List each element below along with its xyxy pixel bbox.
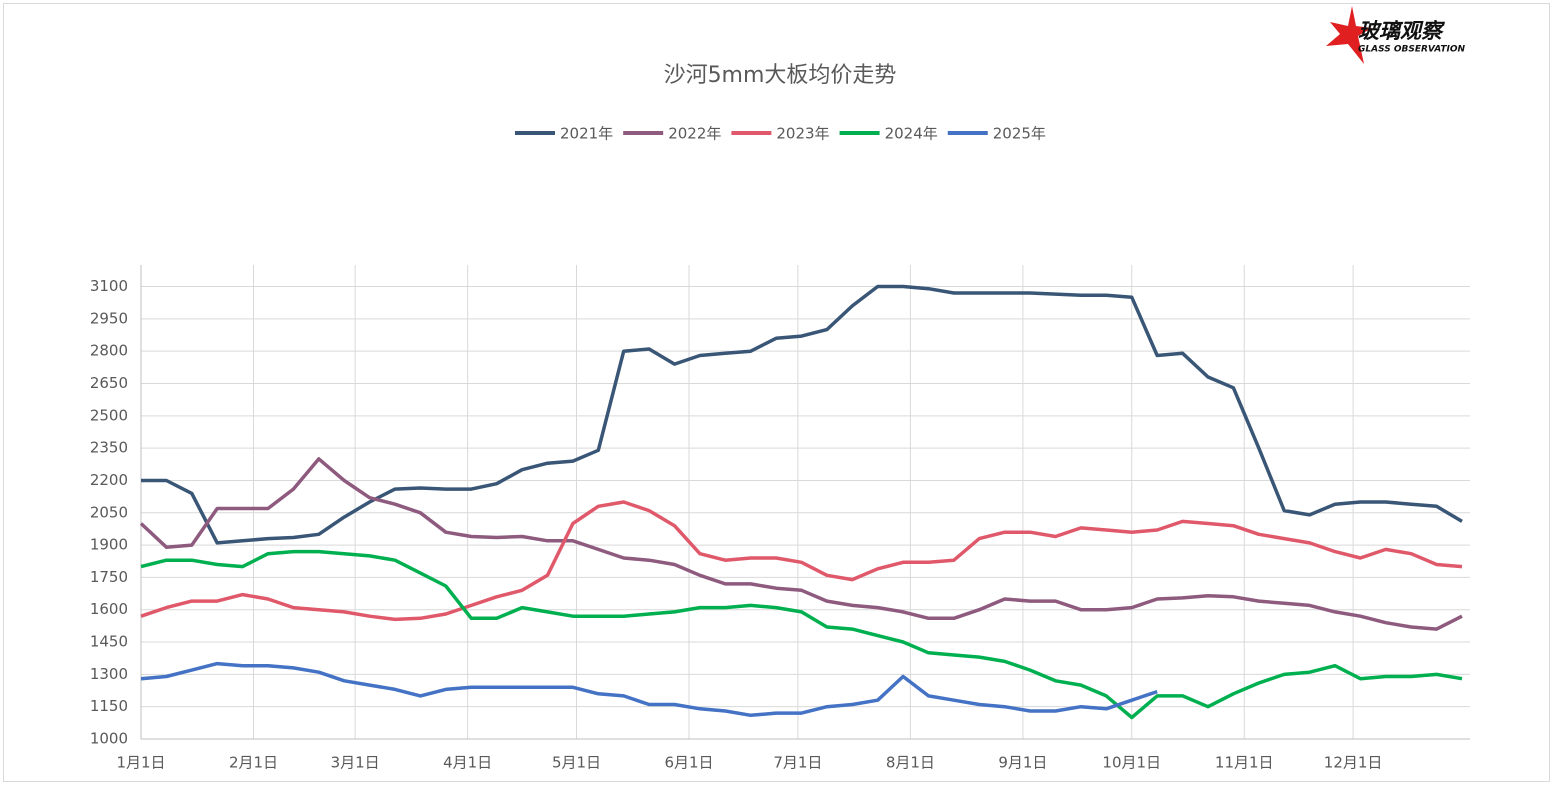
y-tick-label: 2050 (90, 503, 128, 521)
chart-title: 沙河5mm大板均价走势 (664, 63, 897, 88)
legend-label: 2024年 (885, 125, 938, 143)
x-tick-label: 5月1日 (552, 754, 601, 772)
y-tick-label: 1600 (90, 600, 128, 618)
x-tick-label: 9月1日 (998, 754, 1047, 772)
series-line (139, 457, 1463, 631)
series-line (141, 284, 1463, 545)
x-tick-label: 2月1日 (229, 754, 278, 772)
y-tick-label: 2800 (90, 342, 128, 360)
logo-title: 玻璃观察 (1358, 19, 1446, 43)
x-tick-label: 10月1日 (1102, 754, 1161, 772)
logo-subtitle: GLASS OBSERVATION (1358, 45, 1466, 55)
logo: 玻璃观察 GLASS OBSERVATION (1326, 6, 1466, 64)
legend: 2021年 2022年 2023年 2024年 2025年 (515, 125, 1046, 143)
frame (3, 3, 1550, 782)
y-tick-label: 2200 (90, 471, 128, 489)
y-tick-label: 2650 (90, 374, 128, 392)
y-tick-label: 1450 (90, 633, 128, 651)
x-tick-label: 11月1日 (1215, 754, 1274, 772)
y-tick-label: 2500 (90, 406, 128, 424)
x-tick-label: 1月1日 (116, 754, 165, 772)
y-tick-label: 3100 (90, 277, 128, 295)
x-tick-label: 8月1日 (886, 754, 935, 772)
series-line (140, 661, 1158, 718)
legend-label: 2021年 (560, 125, 613, 143)
x-tick-label: 12月1日 (1324, 754, 1383, 772)
y-tick-label: 1900 (90, 536, 128, 554)
y-tick-label: 2950 (90, 309, 128, 327)
legend-label: 2023年 (776, 125, 829, 143)
x-tick-label: 4月1日 (443, 754, 492, 772)
y-tick-label: 1000 (90, 730, 128, 748)
series-line (140, 549, 1463, 720)
x-tick-label: 7月1日 (773, 754, 822, 772)
x-tick-label: 6月1日 (664, 754, 713, 772)
y-tick-label: 1300 (90, 665, 128, 683)
legend-label: 2022年 (668, 125, 721, 143)
logo-star (1326, 6, 1372, 64)
y-tick-label: 2350 (90, 439, 128, 457)
x-tick-label: 3月1日 (331, 754, 380, 772)
y-tick-label: 1150 (90, 697, 128, 715)
y-tick-label: 1750 (90, 568, 128, 586)
legend-label: 2025年 (993, 125, 1046, 143)
series-line (140, 500, 1463, 622)
